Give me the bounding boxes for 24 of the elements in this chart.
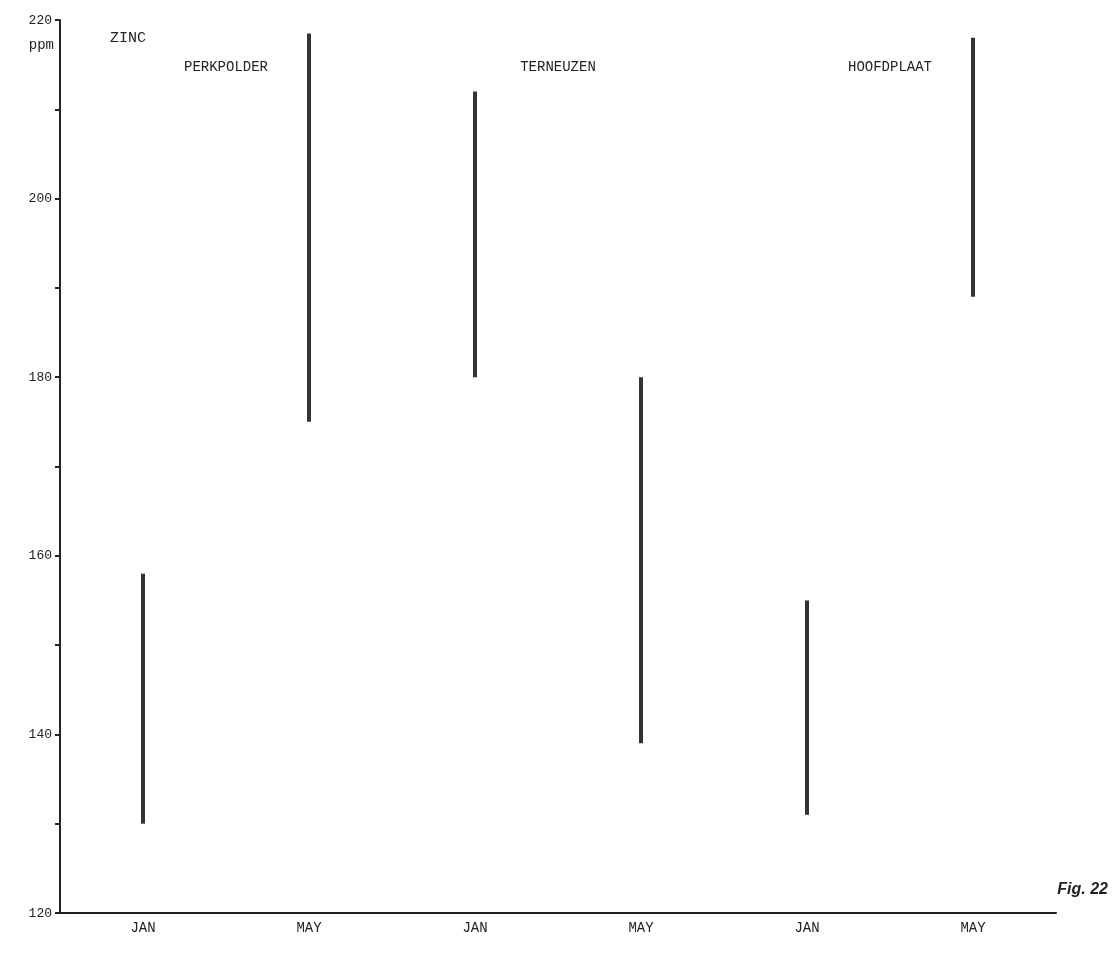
y-tick-label: 220 <box>28 12 52 28</box>
caption: Fig. 22 <box>1057 879 1109 897</box>
annotation: PERKPOLDER <box>183 59 269 75</box>
text: ZINC <box>110 30 147 47</box>
x-tick-label: MAY <box>628 920 655 936</box>
annotation: TERNEUZEN <box>520 59 596 75</box>
y-tick-label: 180 <box>28 369 52 385</box>
x-tick-label: JAN <box>462 920 488 936</box>
bar <box>971 37 975 297</box>
x-tick-label: JAN <box>130 920 156 936</box>
y-axis-title: ppm <box>28 37 54 53</box>
y-tick-label: 140 <box>28 726 52 742</box>
x-tick-label: MAY <box>960 920 987 936</box>
x-tick-label: MAY <box>296 920 323 936</box>
bar <box>141 573 145 824</box>
y-tick-label: 160 <box>28 548 52 564</box>
bar <box>473 91 477 378</box>
x-tick-label: JAN <box>794 920 820 936</box>
bar <box>805 600 809 815</box>
y-tick-label: 200 <box>28 191 52 207</box>
y-tick-label: 120 <box>28 905 52 921</box>
bar <box>639 377 643 744</box>
bar <box>307 33 311 422</box>
annotation: HOOFDPLAAT <box>847 59 933 75</box>
